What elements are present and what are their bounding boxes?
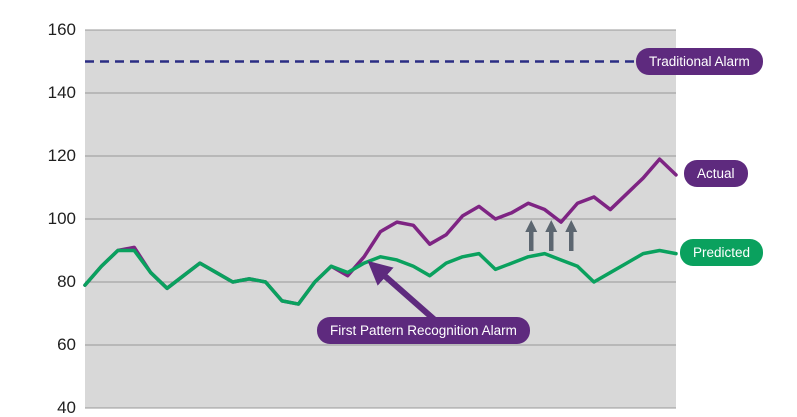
callout-arrow-icon (367, 260, 438, 324)
predicted-series-label: Predicted (680, 239, 764, 266)
y-tick-label: 140 (47, 83, 76, 102)
y-tick-label: 120 (47, 146, 76, 165)
y-tick-label: 100 (47, 209, 76, 228)
y-tick-label: 80 (57, 272, 76, 291)
first-pattern-recognition-alarm-callout: First Pattern Recognition Alarm (317, 317, 530, 344)
actual-series-label: Actual (684, 160, 748, 187)
y-tick-label: 60 (57, 335, 76, 354)
up-arrow-icon (545, 220, 558, 232)
up-arrow-icon (565, 220, 578, 232)
traditional-alarm-label: Traditional Alarm (636, 48, 763, 75)
predicted-line (83, 248, 678, 306)
y-tick-label: 160 (47, 20, 76, 39)
y-tick-label: 40 (57, 398, 76, 417)
up-arrow-icon (525, 220, 538, 232)
